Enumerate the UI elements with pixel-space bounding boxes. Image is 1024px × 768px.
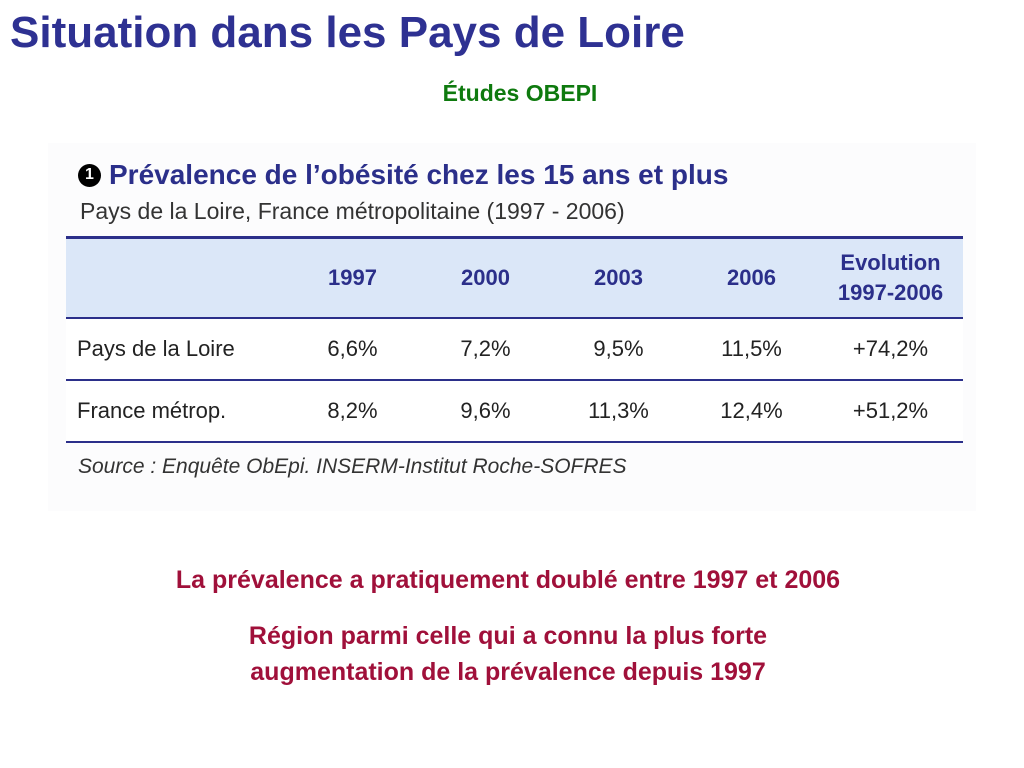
table-heading: 1 Prévalence de l’obésité chez les 15 an…: [78, 159, 728, 191]
number-one-badge-icon: 1: [78, 163, 101, 187]
table-cell: 9,5%: [552, 318, 685, 381]
table-cell: 11,5%: [685, 318, 818, 381]
table-cell: 6,6%: [286, 318, 419, 381]
header-evolution-line1: Evolution: [840, 250, 941, 275]
table-cell: +51,2%: [818, 380, 963, 443]
conclusion-line-2a: Région parmi celle qui a connu la plus f…: [248, 622, 768, 650]
row-label-pays-de-la-loire: Pays de la Loire: [66, 318, 286, 381]
conclusion-line-2: Région parmi celle qui a connu la plus f…: [0, 618, 1016, 690]
header-1997: 1997: [286, 236, 419, 319]
prevalence-table-figure: 1 Prévalence de l’obésité chez les 15 an…: [48, 143, 976, 511]
table-cell: +74,2%: [818, 318, 963, 381]
table-header-row: 1997 2000 2003 2006 Evolution 1997-2006: [66, 236, 963, 319]
table-title: Prévalence de l’obésité chez les 15 ans …: [109, 159, 729, 190]
table-cell: 7,2%: [419, 318, 552, 381]
conclusion-line-1: La prévalence a pratiquement doublé entr…: [175, 566, 841, 594]
header-empty: [66, 236, 286, 319]
table-cell: 9,6%: [419, 380, 552, 443]
table-row: Pays de la Loire 6,6% 7,2% 9,5% 11,5% +7…: [66, 318, 963, 381]
prevalence-table: 1997 2000 2003 2006 Evolution 1997-2006 …: [66, 236, 963, 443]
table-cell: 11,3%: [552, 380, 685, 443]
row-label-france-metrop: France métrop.: [66, 380, 286, 443]
table-row: France métrop. 8,2% 9,6% 11,3% 12,4% +51…: [66, 380, 963, 443]
header-2003: 2003: [552, 236, 685, 319]
slide-subtitle: Études OBEPI: [442, 80, 598, 106]
table-cell: 8,2%: [286, 380, 419, 443]
slide-title: Situation dans les Pays de Loire: [10, 8, 685, 57]
table-subtitle: Pays de la Loire, France métropolitaine …: [80, 198, 625, 224]
conclusion-line-2b: augmentation de la prévalence depuis 199…: [250, 658, 766, 686]
header-evolution-line2: 1997-2006: [837, 280, 944, 305]
table-cell: 12,4%: [685, 380, 818, 443]
header-2006: 2006: [685, 236, 818, 319]
header-evolution: Evolution 1997-2006: [818, 236, 963, 319]
table-source: Source : Enquête ObEpi. INSERM-Institut …: [78, 455, 627, 478]
header-2000: 2000: [419, 236, 552, 319]
